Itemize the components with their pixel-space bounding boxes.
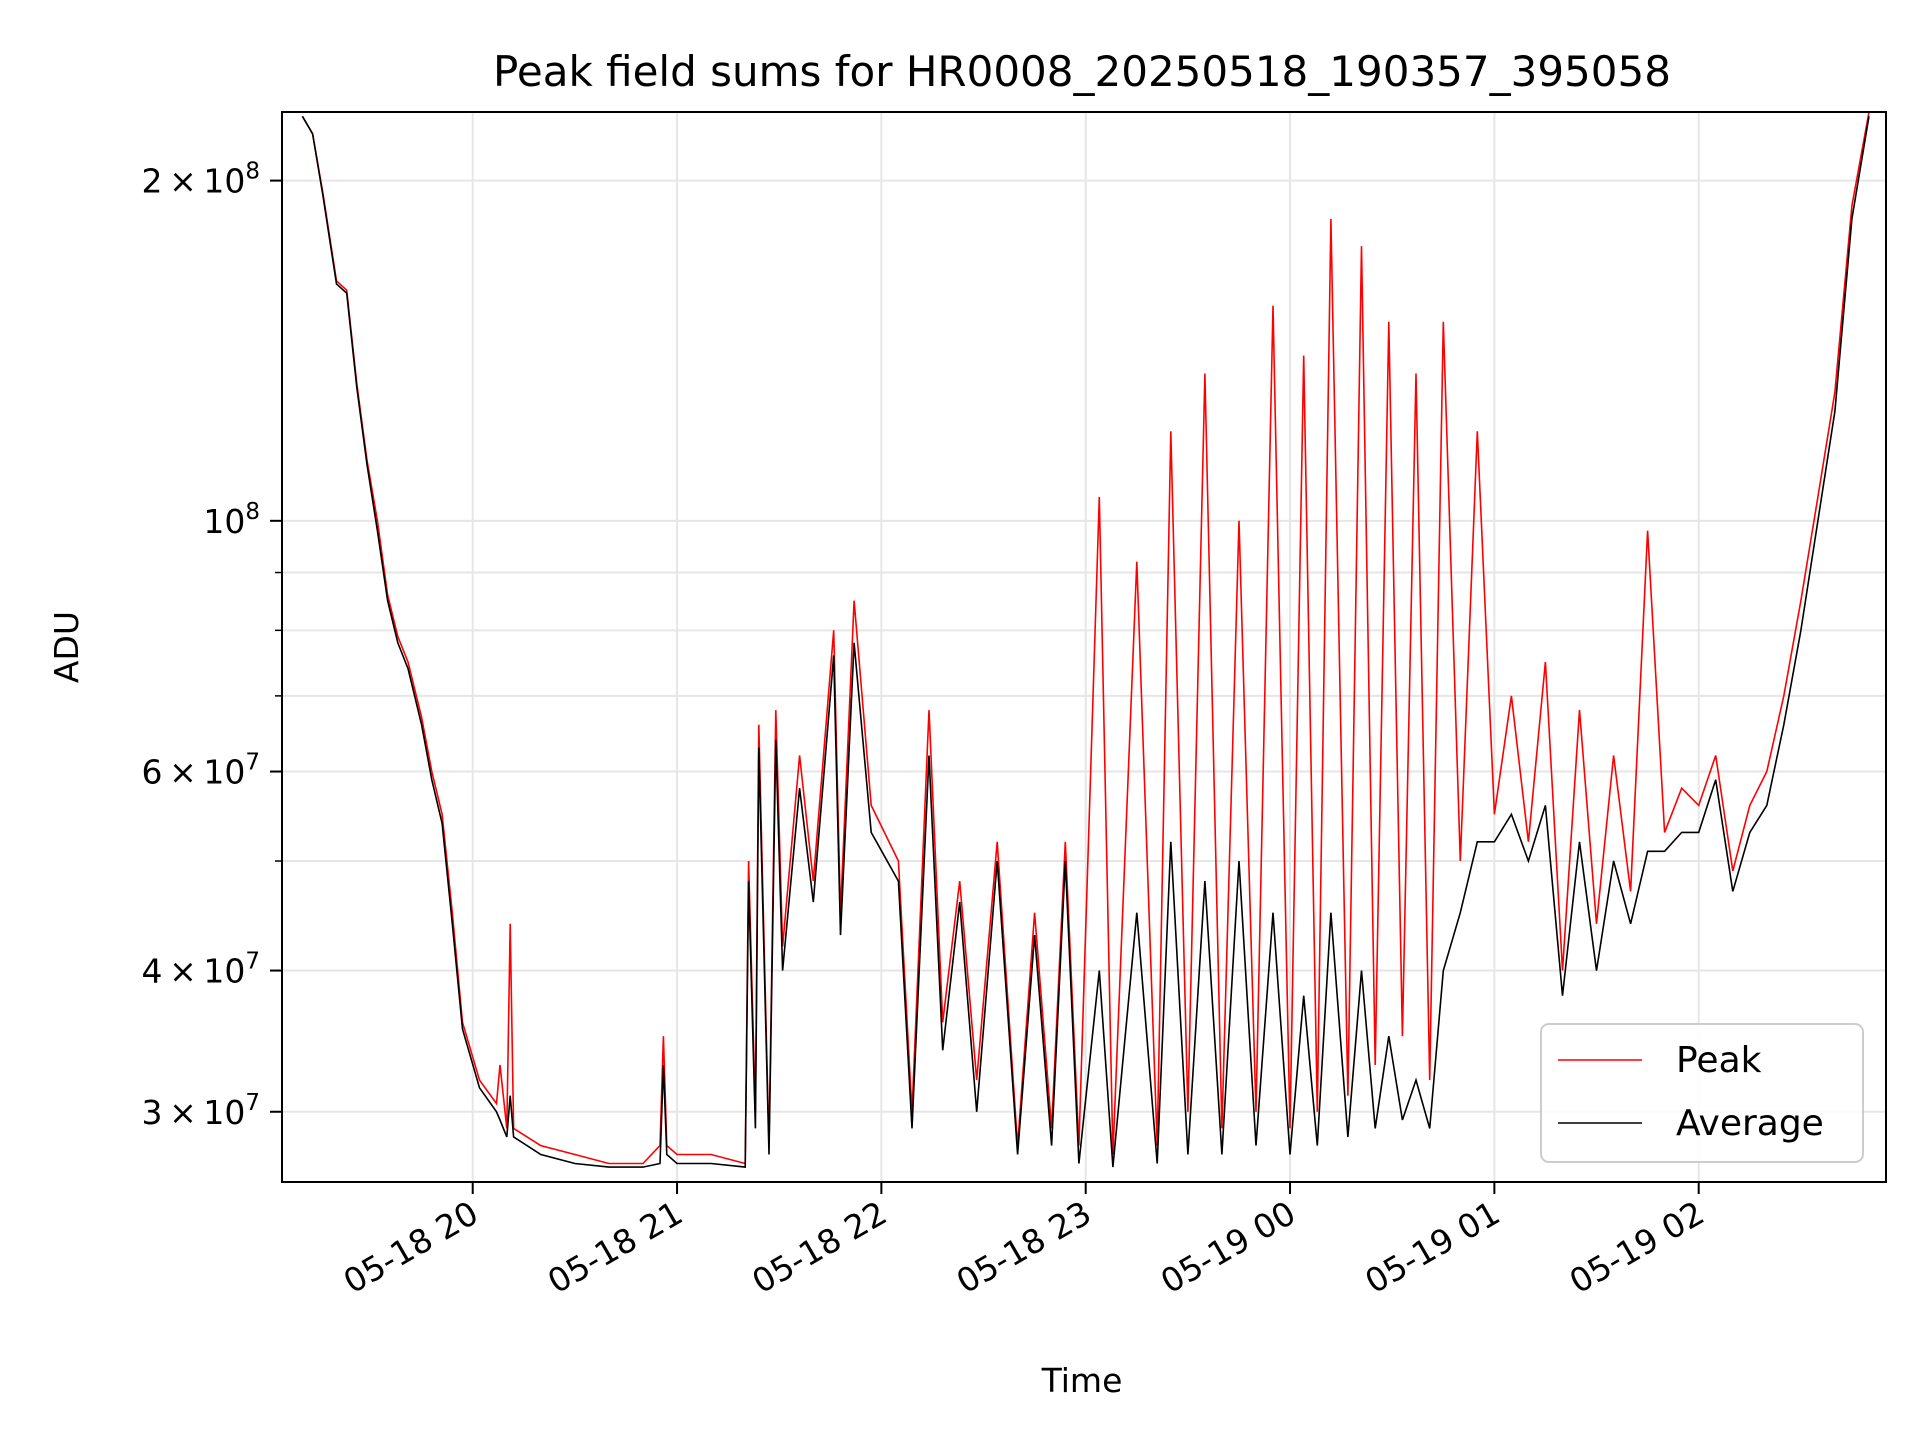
legend-peak-label: Peak [1676, 1040, 1762, 1081]
y-axis-ticks: 3 × 107 4 × 107 6 × 107 108 2 × 108 [142, 159, 282, 1132]
y-axis-label: ADU [47, 611, 86, 683]
average-line [301, 115, 1870, 1168]
series-average [301, 115, 1870, 1168]
gridlines [282, 112, 1886, 1182]
y-tick-label: 2 × 108 [142, 159, 260, 201]
series-peak [301, 111, 1870, 1165]
y-tick-label: 4 × 107 [142, 949, 260, 991]
legend: Peak Average [1540, 1023, 1864, 1163]
plot-frame [281, 111, 1887, 1183]
x-axis-label: Time [1041, 1361, 1123, 1400]
chart-title: Peak field sums for HR0008_20250518_1903… [493, 47, 1671, 96]
peak-line [301, 111, 1870, 1165]
legend-box [1540, 1023, 1864, 1163]
y-tick-label: 6 × 107 [142, 750, 260, 792]
legend-average-label: Average [1676, 1103, 1824, 1144]
y-tick-label: 3 × 107 [142, 1090, 260, 1132]
y-tick-label: 108 [203, 499, 260, 541]
